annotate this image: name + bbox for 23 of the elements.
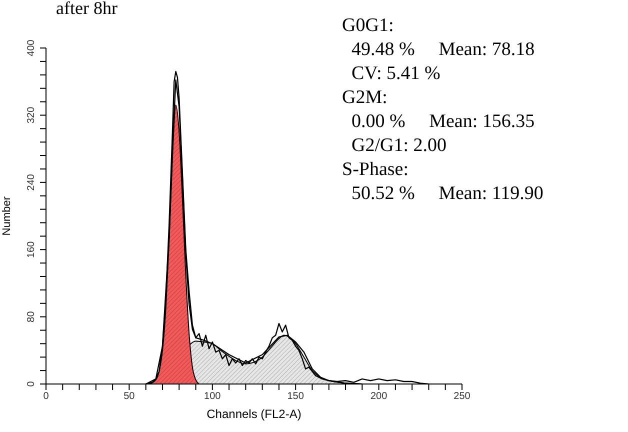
x-tick-label: 200 [370, 391, 388, 402]
y-tick-label: 160 [26, 240, 37, 258]
chart-title: after 8hr [56, 0, 118, 19]
y-axis-title: Number [0, 196, 13, 236]
annotation: G2/G1: 2.00 [350, 134, 448, 158]
x-tick-label: 150 [287, 391, 304, 402]
x-tick-label: 50 [124, 391, 136, 402]
annotation: G2M: [342, 86, 388, 110]
text: G0G1: [342, 14, 395, 38]
annotation: CV: 5.41 % [350, 62, 442, 86]
x-tick-label: 250 [454, 391, 471, 402]
y-tick-label: 400 [26, 39, 37, 56]
y-tick-label: 0 [26, 380, 37, 387]
x-axis-title: Channels (FL2-A) [206, 407, 302, 421]
annotation: S-Phase: [342, 158, 410, 182]
y-tick-label: 240 [26, 174, 37, 191]
annotation: 49.48 % Mean: 78.18 [350, 38, 536, 62]
annotation: 50.52 % Mean: 119.90 [350, 182, 544, 206]
annotation: 0.00 % Mean: 156.35 [350, 110, 536, 134]
y-tick-label: 80 [26, 310, 37, 322]
x-tick-label: 100 [204, 391, 222, 402]
x-tick-label: 0 [43, 391, 50, 402]
y-tick-label: 320 [26, 106, 37, 124]
